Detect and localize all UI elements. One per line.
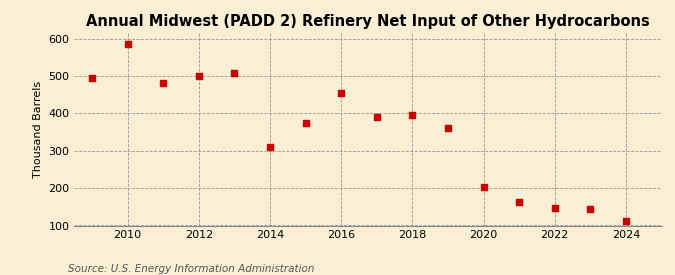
Point [86,76,97,80]
Point [478,185,489,189]
Point [443,126,454,131]
Point [585,207,596,212]
Title: Annual Midwest (PADD 2) Refinery Net Input of Other Hydrocarbons: Annual Midwest (PADD 2) Refinery Net Inp… [86,14,650,29]
Point [265,145,275,149]
Point [335,90,346,95]
Point [158,81,169,85]
Point [194,74,205,78]
Point [122,42,133,46]
Point [620,218,631,223]
Point [407,113,418,117]
Text: Source: U.S. Energy Information Administration: Source: U.S. Energy Information Administ… [68,264,314,274]
Point [300,120,311,125]
Point [514,200,524,204]
Point [371,115,382,119]
Point [229,71,240,75]
Y-axis label: Thousand Barrels: Thousand Barrels [32,81,43,178]
Point [549,205,560,210]
